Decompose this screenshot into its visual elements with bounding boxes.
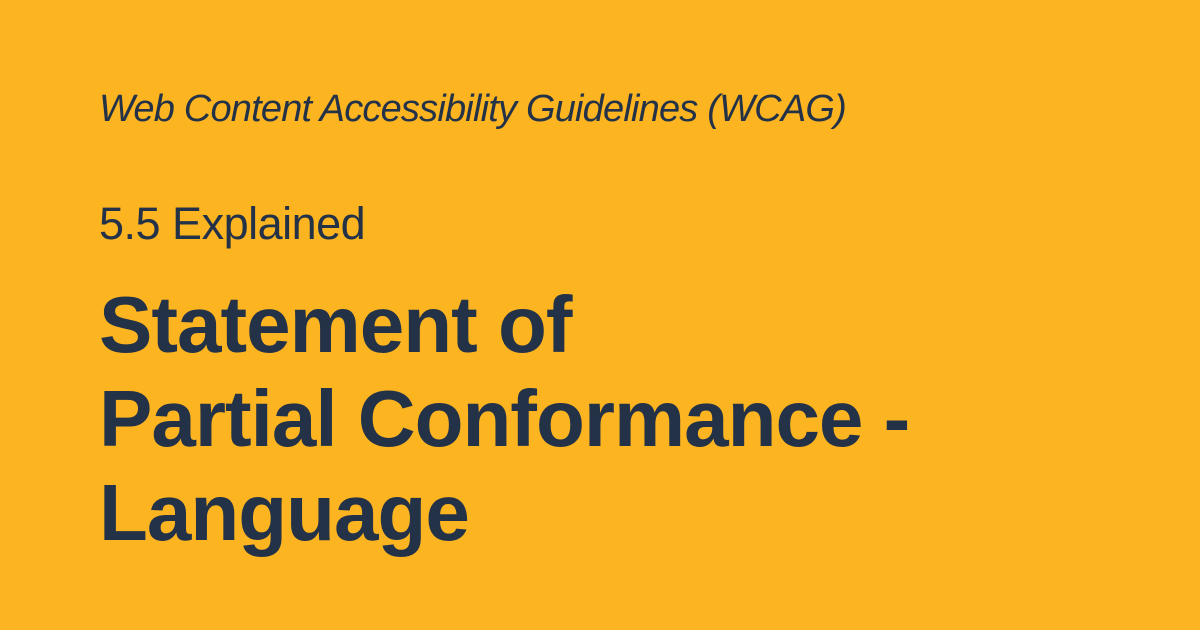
guidelines-kicker: Web Content Accessibility Guidelines (WC… xyxy=(99,88,847,130)
title-line-1: Statement of xyxy=(99,280,573,369)
title-line-2: Partial Conformance - xyxy=(99,374,910,463)
section-label: 5.5 Explained xyxy=(99,198,366,249)
page-title: Statement of Partial Conformance - Langu… xyxy=(99,278,910,560)
title-line-3: Language xyxy=(99,468,470,557)
